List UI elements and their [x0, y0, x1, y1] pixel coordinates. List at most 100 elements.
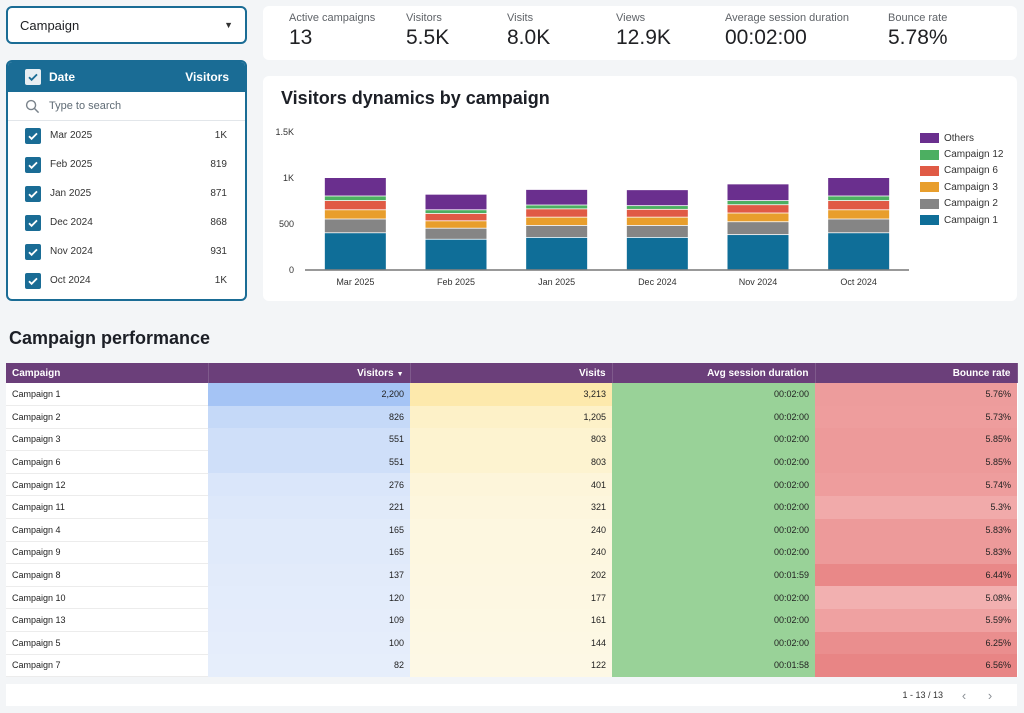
column-header-campaign[interactable]: Campaign — [6, 363, 209, 383]
date-filter-item[interactable]: Mar 2025 1K — [8, 121, 245, 150]
table-row[interactable]: Campaign 8 137 202 00:01:59 6.44% — [6, 563, 1017, 587]
kpi-label: Average session duration — [725, 12, 849, 24]
table-row[interactable]: Campaign 5 100 144 00:02:00 6.25% — [6, 631, 1017, 655]
checkbox[interactable] — [25, 127, 41, 144]
table-row[interactable]: Campaign 7 82 122 00:01:58 6.56% — [6, 654, 1017, 678]
date-filter-item-value: 871 — [210, 188, 227, 199]
table-row[interactable]: Campaign 2 826 1,205 00:02:00 5.73% — [6, 405, 1017, 429]
date-column-label: Date — [49, 70, 76, 84]
table-row[interactable]: Campaign 9 165 240 00:02:00 5.83% — [6, 541, 1017, 565]
column-header-label: Visitors — [357, 367, 394, 379]
chart-legend: Others Campaign 12 Campaign 6 Campaign 3 Cam… — [920, 130, 1003, 228]
bar-segment-campaign-1 — [727, 235, 789, 270]
checkbox[interactable] — [25, 214, 41, 231]
checkbox[interactable] — [25, 272, 41, 289]
bar-segment-campaign-6 — [828, 201, 890, 210]
visitors-stacked-bar-chart: 0 500 1K 1.5K Mar 2025 Feb 2025 Jan 2025 Dec 20… — [275, 127, 909, 287]
date-filter-item-value: 1K — [214, 130, 227, 141]
legend-item[interactable]: Others — [920, 130, 1003, 146]
bar-segment-campaign-2 — [526, 225, 588, 237]
table-row[interactable]: Campaign 11 221 321 00:02:00 5.3% — [6, 495, 1017, 520]
column-header-label: Avg session duration — [707, 367, 809, 379]
checkbox[interactable] — [25, 243, 41, 260]
cell-campaign: Campaign 3 — [6, 428, 208, 452]
cell-campaign: Campaign 9 — [6, 541, 208, 565]
table-row[interactable]: Campaign 1 2,200 3,213 00:02:00 5.76% — [6, 383, 1017, 407]
kpi-views: Views 12.9K — [616, 12, 671, 50]
search-icon — [25, 99, 40, 113]
column-header-bounce-rate[interactable]: Bounce rate — [815, 363, 1018, 383]
table-row[interactable]: Campaign 6 551 803 00:02:00 5.85% — [6, 450, 1017, 474]
date-filter-item-value: 868 — [210, 217, 227, 228]
chevron-left-icon[interactable]: ‹ — [961, 687, 967, 703]
bar-segment-others — [626, 190, 688, 206]
date-filter-item[interactable]: Feb 2025 819 — [8, 150, 245, 179]
cell-campaign: Campaign 2 — [6, 405, 208, 429]
pagination: 1 - 13 / 13 ‹ › — [6, 684, 1017, 706]
cell-avg-session-duration: 00:02:00 — [612, 586, 815, 609]
legend-item[interactable]: Campaign 6 — [920, 163, 1003, 179]
date-filter-item[interactable]: Dec 2024 868 — [8, 208, 245, 237]
table-row[interactable]: Campaign 12 276 401 00:02:00 5.74% — [6, 473, 1017, 497]
table-row[interactable]: Campaign 13 109 161 00:02:00 5.59% — [6, 608, 1017, 633]
checkbox[interactable] — [25, 156, 41, 173]
date-filter-item[interactable]: Oct 2024 1K — [8, 266, 245, 295]
cell-campaign: Campaign 7 — [6, 654, 208, 678]
table-row[interactable]: Campaign 3 551 803 00:02:00 5.85% — [6, 428, 1017, 452]
visitors-chart-card: Visitors dynamics by campaign 0 500 1K 1.5K… — [263, 76, 1017, 301]
campaign-filter-label: Campaign — [20, 17, 80, 33]
bar-segment-others — [727, 184, 789, 201]
table-row[interactable]: Campaign 10 120 177 00:02:00 5.08% — [6, 586, 1017, 610]
legend-item[interactable]: Campaign 3 — [920, 179, 1003, 195]
x-tick-label: Feb 2025 — [437, 277, 475, 287]
legend-item[interactable]: Campaign 2 — [920, 196, 1003, 212]
cell-bounce-rate: 6.44% — [815, 563, 1017, 587]
select-all-checkbox[interactable] — [25, 69, 41, 85]
column-header-visits[interactable]: Visits — [410, 363, 613, 383]
bar-segment-others — [526, 189, 588, 205]
legend-swatch — [920, 215, 939, 226]
bar-segment-others — [425, 194, 487, 210]
bar-segment-campaign-3 — [526, 217, 588, 226]
bar-segment-campaign-6 — [324, 201, 386, 210]
checkmark-icon — [28, 219, 38, 227]
bar-segment-campaign-12 — [526, 205, 588, 209]
legend-item[interactable]: Campaign 12 — [920, 146, 1003, 162]
cell-avg-session-duration: 00:02:00 — [612, 383, 815, 406]
kpi-bounce-rate: Bounce rate 5.78% — [888, 12, 948, 50]
legend-swatch — [920, 133, 939, 144]
kpi-label: Active campaigns — [289, 12, 376, 24]
bar-segment-campaign-12 — [626, 206, 688, 209]
legend-item[interactable]: Campaign 1 — [920, 212, 1003, 228]
date-filter-item-label: Oct 2024 — [50, 275, 91, 286]
legend-swatch — [920, 149, 939, 160]
kpi-value: 12.9K — [616, 26, 671, 49]
legend-label: Campaign 3 — [944, 181, 998, 193]
column-header-visitors[interactable]: Visitors ▼ — [208, 363, 411, 383]
bar-segment-campaign-2 — [626, 225, 688, 237]
date-filter-item-value: 931 — [210, 246, 227, 257]
cell-avg-session-duration: 00:02:00 — [612, 631, 815, 655]
table-row[interactable]: Campaign 4 165 240 00:02:00 5.83% — [6, 518, 1017, 542]
checkmark-icon — [28, 73, 38, 82]
kpi-label: Bounce rate — [888, 12, 948, 24]
chevron-right-icon[interactable]: › — [987, 687, 993, 703]
date-filter-item-value: 1K — [214, 275, 227, 286]
date-filter-item[interactable]: Jan 2025 871 — [8, 179, 245, 208]
date-search[interactable]: Type to search — [8, 92, 245, 121]
cell-bounce-rate: 6.56% — [815, 654, 1017, 677]
date-filter-panel: Date Visitors Type to search Mar 2025 1K F… — [6, 60, 247, 301]
bar-segment-campaign-12 — [425, 210, 487, 214]
kpi-label: Visitors — [406, 12, 442, 24]
campaign-filter-dropdown[interactable]: Campaign ▼ — [6, 6, 247, 44]
y-tick-label: 0 — [289, 265, 294, 275]
y-tick-label: 500 — [279, 219, 294, 229]
checkbox[interactable] — [25, 185, 41, 202]
cell-campaign: Campaign 11 — [6, 495, 208, 520]
column-header-avg-session-duration[interactable]: Avg session duration — [612, 363, 816, 383]
legend-label: Campaign 2 — [944, 198, 998, 210]
date-filter-item[interactable]: Nov 2024 931 — [8, 237, 245, 266]
cell-campaign: Campaign 13 — [6, 608, 208, 633]
cell-campaign: Campaign 8 — [6, 563, 208, 587]
kpi-value: 13 — [289, 26, 313, 49]
